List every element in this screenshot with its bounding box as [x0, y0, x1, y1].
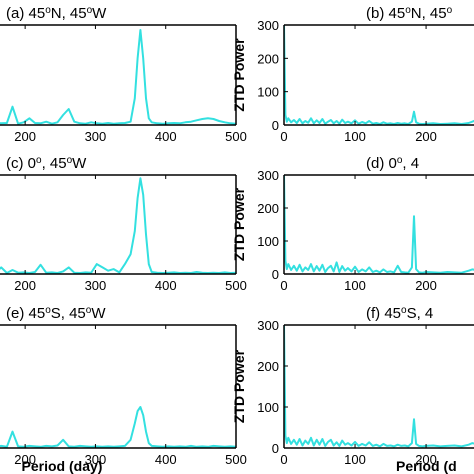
panel-d: 0 100 200 0 100 200 300 (d) 0o, 4 ZTD Power: [231, 155, 474, 293]
x-tick-label: 200: [415, 129, 437, 144]
y-tick-label: 100: [257, 234, 279, 249]
x-tick-label: 300: [85, 129, 107, 144]
y-axis-label: ZTD Power: [231, 187, 247, 261]
series-line: [284, 324, 474, 448]
x-tick-label: 0: [280, 452, 287, 467]
y-tick-label: 200: [257, 51, 279, 66]
x-tick-label: 0: [280, 129, 287, 144]
series-line: [0, 29, 236, 125]
y-axis-label: ZTD Power: [231, 349, 247, 423]
x-tick-label: 200: [14, 278, 36, 293]
panel-f: 0 100 200 0 100 200 300 (f) 45oS, 4 ZTD Power Per…: [231, 305, 474, 474]
x-tick-label: 500: [225, 452, 247, 467]
x-tick-label: 200: [415, 452, 437, 467]
panel-title: (b) 45oN, 45o: [366, 5, 453, 23]
series-line: [0, 406, 236, 448]
y-tick-label: 300: [257, 168, 279, 183]
panel-e: 200 300 400 500 (e) 45oS, 45oW Period (day): [0, 305, 247, 474]
panel-title: (c) 0o, 45oW: [6, 155, 87, 173]
y-tick-label: 100: [257, 85, 279, 100]
y-tick-label: 0: [272, 118, 279, 133]
x-tick-label: 200: [14, 129, 36, 144]
series-line: [284, 24, 474, 125]
x-tick-label: 200: [415, 278, 437, 293]
panel-title: (e) 45oS, 45oW: [6, 305, 106, 323]
x-tick-label: 200: [14, 452, 36, 467]
x-tick-label: 300: [85, 278, 107, 293]
x-tick-label: 300: [85, 452, 107, 467]
panel-b: 0 100 200 0 100 200 300 (b) 45oN, 45o ZTD Power: [231, 5, 474, 144]
y-axis-label: ZTD Power: [231, 38, 247, 112]
x-axis-label: Period (d: [396, 458, 457, 474]
panel-title: (d) 0o, 4: [366, 155, 419, 173]
y-tick-label: 200: [257, 201, 279, 216]
x-tick-label: 0: [280, 278, 287, 293]
x-tick-label: 100: [344, 129, 366, 144]
panel-a: 200 300 400 500 (a) 45oN, 45oW: [0, 5, 247, 144]
y-tick-label: 0: [272, 441, 279, 456]
series-line: [284, 174, 474, 274]
x-tick-label: 100: [344, 278, 366, 293]
x-tick-label: 500: [225, 278, 247, 293]
x-axis-label: Period (day): [22, 458, 103, 474]
panel-c: 200 300 400 500 (c) 0o, 45oW: [0, 155, 247, 293]
x-tick-label: 500: [225, 129, 247, 144]
x-tick-label: 100: [344, 452, 366, 467]
x-tick-label: 400: [155, 278, 177, 293]
y-tick-label: 300: [257, 318, 279, 333]
y-tick-label: 100: [257, 400, 279, 415]
series-line: [0, 177, 236, 274]
y-tick-label: 0: [272, 267, 279, 282]
panel-title: (f) 45oS, 4: [366, 305, 433, 323]
y-tick-label: 200: [257, 359, 279, 374]
y-tick-label: 300: [257, 18, 279, 33]
x-tick-label: 400: [155, 452, 177, 467]
x-tick-label: 400: [155, 129, 177, 144]
panel-title: (a) 45oN, 45oW: [6, 5, 107, 23]
